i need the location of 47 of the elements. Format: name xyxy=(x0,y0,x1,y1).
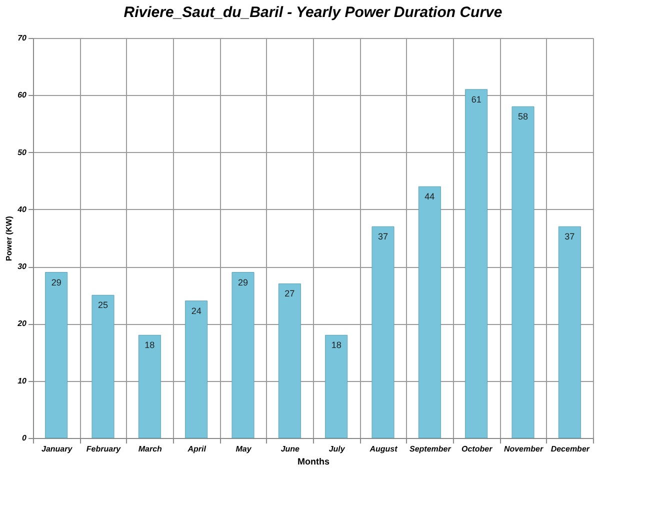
y-tick-label: 30 xyxy=(18,262,28,272)
data-label: 58 xyxy=(518,112,528,122)
y-tick-label: 20 xyxy=(16,319,28,328)
y-tick-label: 60 xyxy=(18,90,28,100)
data-label: 24 xyxy=(191,306,202,316)
data-label: 61 xyxy=(471,94,482,104)
bar xyxy=(558,226,581,438)
x-tick-label: October xyxy=(461,444,494,454)
data-label: 37 xyxy=(564,232,575,242)
data-label: 44 xyxy=(424,192,435,202)
chart-title: Riviere_Saut_du_Baril - Yearly Power Duration Curve xyxy=(124,4,502,21)
bar xyxy=(138,334,161,438)
data-label: 29 xyxy=(51,277,62,288)
data-label: 18 xyxy=(144,340,155,350)
x-tick-label: July xyxy=(328,444,346,454)
x-tick-label: February xyxy=(86,444,122,454)
y-tick-label: 40 xyxy=(16,204,28,214)
bar xyxy=(185,300,208,438)
x-tick-label: April xyxy=(186,444,207,454)
x-tick-label: September xyxy=(409,444,452,454)
data-label: 25 xyxy=(98,300,108,310)
x-tick-label: May xyxy=(236,444,252,454)
data-label: 37 xyxy=(378,232,388,242)
x-tick-label: January xyxy=(41,444,73,454)
bar xyxy=(512,106,534,438)
y-axis-title: Power (KW) xyxy=(4,216,14,261)
x-tick-label: August xyxy=(368,444,398,454)
y-tick-label: 50 xyxy=(18,148,28,157)
bar xyxy=(92,294,114,438)
data-label: 18 xyxy=(331,340,342,350)
x-tick-label: June xyxy=(280,444,300,454)
data-label: 29 xyxy=(238,277,248,288)
y-tick-label: 10 xyxy=(18,376,28,386)
y-tick-label: 70 xyxy=(18,34,28,42)
x-tick-label: March xyxy=(138,444,162,454)
bar xyxy=(372,226,394,438)
bar xyxy=(45,272,68,438)
bar xyxy=(465,89,488,438)
bar xyxy=(325,334,348,438)
bar xyxy=(232,272,254,438)
bar xyxy=(418,186,441,438)
y-tick-label: 0 xyxy=(22,434,28,442)
x-axis-title: Months xyxy=(298,456,330,466)
x-tick-label: December xyxy=(550,444,590,454)
x-tick-label: November xyxy=(504,444,544,454)
data-label: 27 xyxy=(284,288,295,299)
bar xyxy=(278,283,301,438)
